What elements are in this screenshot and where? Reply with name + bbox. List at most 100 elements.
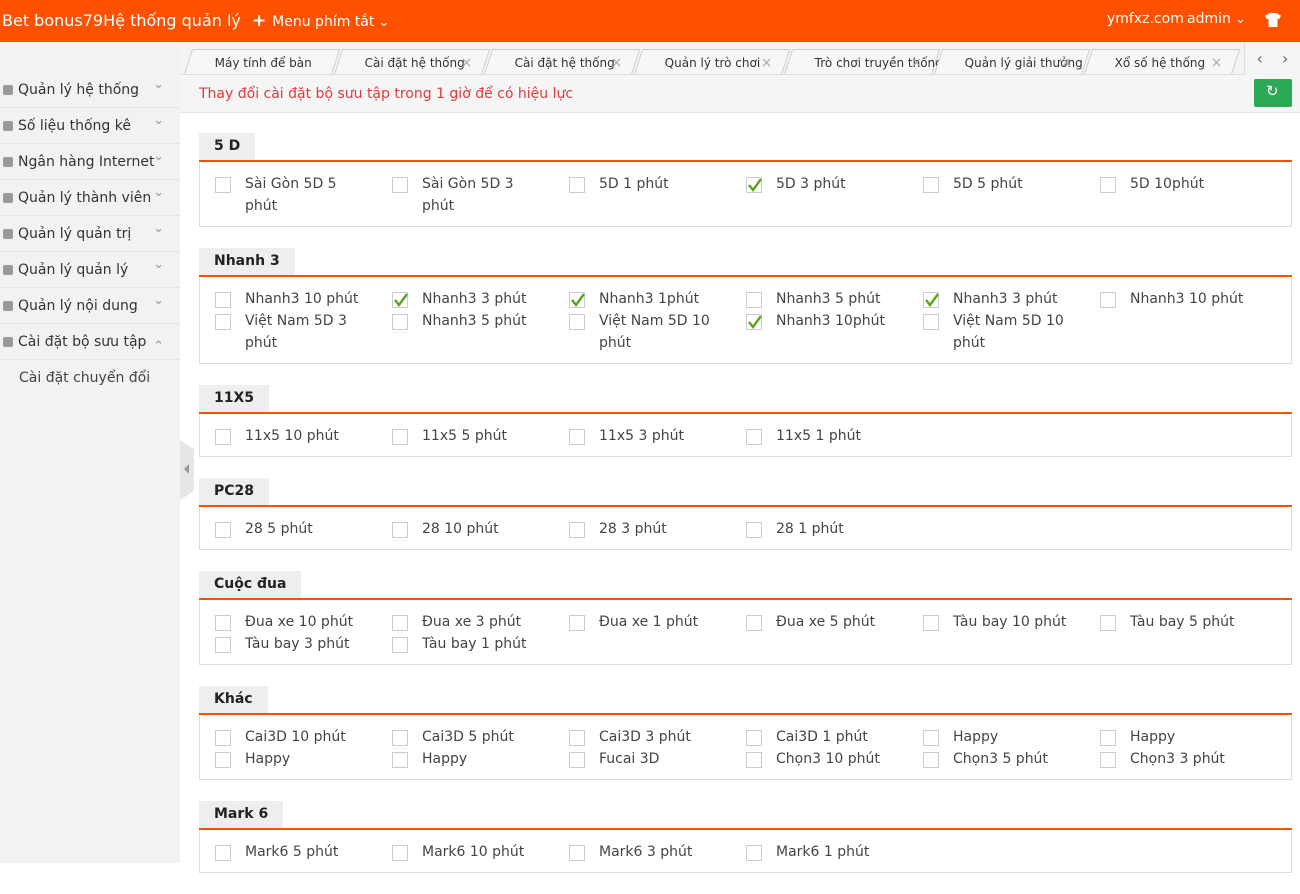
checkbox[interactable] [923, 314, 939, 330]
option[interactable]: 11x5 3 phút [569, 425, 746, 447]
collapse-sidebar[interactable] [180, 440, 194, 500]
checkbox[interactable] [746, 752, 762, 768]
checkbox[interactable] [923, 730, 939, 746]
checkbox[interactable] [215, 845, 231, 861]
option[interactable]: Nhanh3 1phút [569, 288, 746, 310]
option[interactable]: Nhanh3 10phút [746, 310, 923, 354]
checkbox[interactable] [569, 314, 585, 330]
checkbox[interactable] [392, 615, 408, 631]
option[interactable]: Cai3D 10 phút [215, 726, 392, 748]
checkbox[interactable] [746, 522, 762, 538]
checkbox[interactable] [392, 522, 408, 538]
option[interactable]: Nhanh3 10 phút [1100, 288, 1277, 310]
checkbox[interactable] [392, 845, 408, 861]
checkbox[interactable] [746, 615, 762, 631]
checkbox[interactable] [392, 752, 408, 768]
checkbox[interactable] [392, 177, 408, 193]
checkbox[interactable] [215, 429, 231, 445]
option[interactable]: Tàu bay 1 phút [392, 633, 569, 655]
option[interactable]: Cai3D 1 phút [746, 726, 923, 748]
tab[interactable]: Quản lý trò chơi [633, 49, 791, 74]
checkbox[interactable] [923, 177, 939, 193]
checkbox[interactable] [1100, 752, 1116, 768]
option[interactable]: 28 1 phút [746, 518, 923, 540]
tab-arrows[interactable]: ‹ › [1244, 42, 1300, 75]
checkbox[interactable] [215, 615, 231, 631]
tab[interactable]: Quản lý giải thưởng [933, 49, 1091, 74]
option[interactable]: Đua xe 5 phút [746, 611, 923, 633]
option[interactable]: Mark6 1 phút [746, 841, 923, 863]
option[interactable]: Nhanh3 5 phút [746, 288, 923, 310]
option[interactable]: Chọn3 3 phút [1100, 748, 1277, 770]
option[interactable]: Fucai 3D [569, 748, 746, 770]
tab[interactable]: Xổ số hệ thống [1083, 49, 1241, 74]
option[interactable]: Happy [923, 726, 1100, 748]
checkbox[interactable] [569, 615, 585, 631]
option[interactable]: Happy [215, 748, 392, 770]
option[interactable]: 28 10 phút [392, 518, 569, 540]
option[interactable]: Mark6 3 phút [569, 841, 746, 863]
checkbox[interactable] [215, 637, 231, 653]
sidebar-item[interactable]: Quản lý nội dung [0, 283, 180, 324]
option[interactable]: Tàu bay 5 phút [1100, 611, 1277, 633]
option[interactable]: Đua xe 3 phút [392, 611, 569, 633]
checkbox[interactable] [215, 177, 231, 193]
checkbox[interactable] [1100, 292, 1116, 308]
option[interactable]: Cai3D 5 phút [392, 726, 569, 748]
tab[interactable]: Máy tính để bàn [183, 49, 341, 74]
checkbox[interactable] [392, 429, 408, 445]
checkbox[interactable] [392, 637, 408, 653]
option[interactable]: Nhanh3 5 phút [392, 310, 569, 354]
option[interactable]: 5D 5 phút [923, 173, 1100, 217]
option[interactable]: Sài Gòn 5D 5 phút [215, 173, 392, 217]
option[interactable]: 28 5 phút [215, 518, 392, 540]
checkbox[interactable] [746, 730, 762, 746]
option[interactable]: Cai3D 3 phút [569, 726, 746, 748]
domain[interactable]: ymfxz.com [1107, 11, 1184, 27]
option[interactable]: 5D 10phút [1100, 173, 1277, 217]
checkbox[interactable] [569, 730, 585, 746]
option[interactable]: Sài Gòn 5D 3 phút [392, 173, 569, 217]
option[interactable]: 11x5 5 phút [392, 425, 569, 447]
checkbox[interactable] [746, 845, 762, 861]
tab[interactable]: Cài đặt hệ thống [333, 49, 491, 74]
checkbox[interactable] [1100, 177, 1116, 193]
tab[interactable]: Trò chơi truyền thống [783, 49, 943, 74]
theme-icon[interactable] [1265, 13, 1281, 27]
checkbox[interactable] [392, 730, 408, 746]
option[interactable]: Happy [392, 748, 569, 770]
option[interactable]: Mark6 5 phút [215, 841, 392, 863]
checkbox[interactable] [746, 429, 762, 445]
tab[interactable]: Cài đặt hệ thống [483, 49, 641, 74]
option[interactable]: Mark6 10 phút [392, 841, 569, 863]
shortcut-menu[interactable]: Menu phím tắt [252, 11, 389, 31]
checkbox[interactable] [569, 845, 585, 861]
option[interactable]: Tàu bay 3 phút [215, 633, 392, 655]
checkbox[interactable] [923, 752, 939, 768]
checkbox[interactable] [392, 314, 408, 330]
checkbox[interactable] [392, 292, 408, 308]
option[interactable]: Việt Nam 5D 3 phút [215, 310, 392, 354]
checkbox[interactable] [746, 314, 762, 330]
option[interactable]: Nhanh3 10 phút [215, 288, 392, 310]
option[interactable]: 11x5 10 phút [215, 425, 392, 447]
option[interactable]: Việt Nam 5D 10 phút [923, 310, 1100, 354]
option[interactable]: Tàu bay 10 phút [923, 611, 1100, 633]
sidebar-item[interactable]: Cài đặt bộ sưu tập [0, 324, 180, 365]
option[interactable]: 5D 3 phút [746, 173, 923, 217]
option[interactable]: Đua xe 10 phút [215, 611, 392, 633]
option[interactable]: Chọn3 5 phút [923, 748, 1100, 770]
refresh-button[interactable] [1254, 79, 1292, 107]
option[interactable]: Việt Nam 5D 10 phút [569, 310, 746, 354]
option[interactable]: 28 3 phút [569, 518, 746, 540]
checkbox[interactable] [569, 522, 585, 538]
checkbox[interactable] [1100, 615, 1116, 631]
option[interactable]: Chọn3 10 phút [746, 748, 923, 770]
checkbox[interactable] [215, 314, 231, 330]
checkbox[interactable] [1100, 730, 1116, 746]
option[interactable]: Nhanh3 3 phút [392, 288, 569, 310]
checkbox[interactable] [923, 292, 939, 308]
checkbox[interactable] [746, 177, 762, 193]
checkbox[interactable] [569, 292, 585, 308]
user-menu[interactable]: admin [1187, 11, 1246, 27]
